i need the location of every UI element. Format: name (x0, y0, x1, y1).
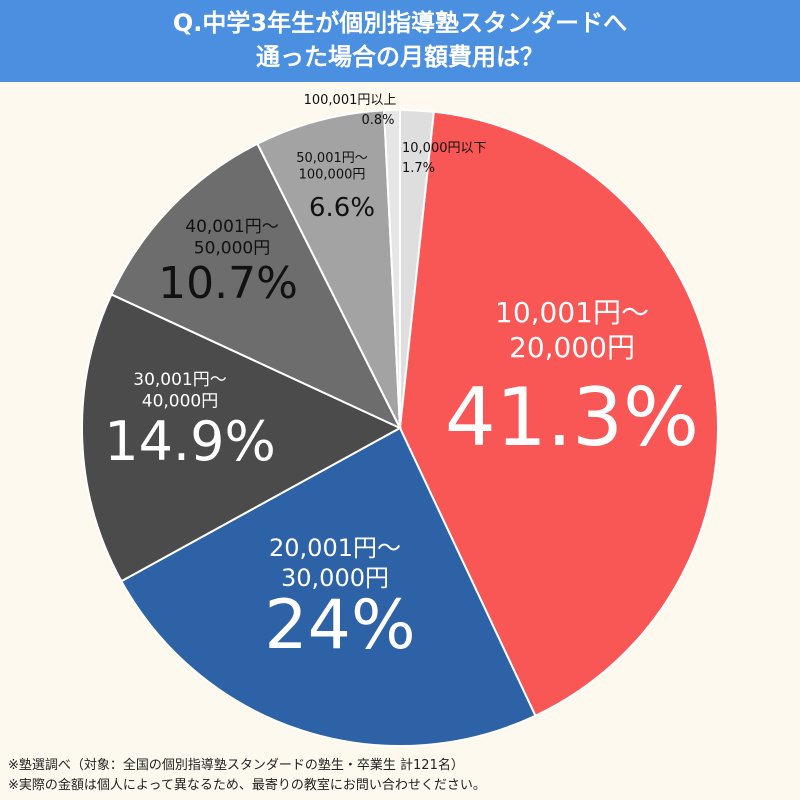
slice-label: 50,001円〜 100,000円 (296, 151, 368, 182)
footnotes: ※塾選調べ（対象：全国の個別指導塾スタンダードの塾生・卒業生 計121名） ※実… (8, 756, 486, 796)
slice-label: 40,001円〜 50,000円 (185, 217, 278, 258)
title-line-2: 通った場合の月額費用は？ (256, 43, 544, 71)
slice-label: 10,001円〜 20,000円 (495, 296, 649, 364)
title-banner: Q.中学3年生が個別指導塾スタンダードへ 通った場合の月額費用は？ (0, 0, 800, 82)
slice-label: 10,000円以下 (402, 141, 487, 156)
slice-value-label: 41.3% (445, 371, 699, 464)
pie-slice (81, 293, 403, 583)
footnote-disclaimer: ※実際の金額は個人によって異なるため、最寄りの教室にお問い合わせください。 (8, 778, 486, 793)
footnote-survey: ※塾選調べ（対象：全国の個別指導塾スタンダードの塾生・卒業生 計121名） (8, 758, 464, 773)
slice-value-label: 10.7% (158, 258, 298, 309)
slice-value-label: 1.7% (402, 161, 435, 176)
title-line-1: Q.中学3年生が個別指導塾スタンダードへ (172, 9, 628, 37)
pie-slice (110, 142, 403, 431)
slice-label: 20,001円〜 30,000円 (269, 534, 401, 592)
pie-slice (119, 426, 537, 747)
slice-value-label: 14.9% (104, 410, 276, 473)
slice-value-label: 24% (264, 586, 415, 665)
slice-label: 100,001円以上 (304, 93, 397, 108)
pie-slice (398, 110, 719, 718)
slice-value-label: 0.8% (361, 113, 394, 128)
slice-label: 30,001円〜 40,000円 (133, 370, 226, 411)
slice-value-label: 6.6% (309, 193, 375, 223)
pie-slice (256, 109, 401, 429)
pie-slice (382, 108, 401, 429)
